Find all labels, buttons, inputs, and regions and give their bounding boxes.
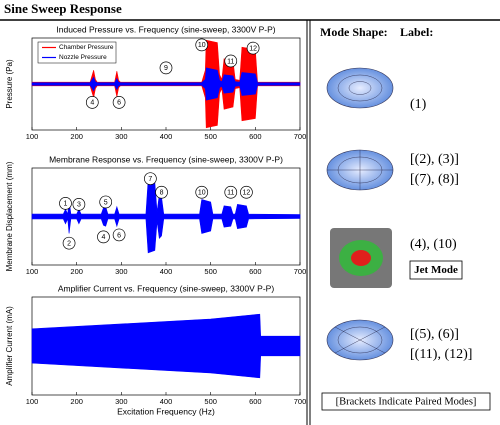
mode-label: [(2), (3)] [410, 152, 459, 167]
annotation-circle [240, 185, 253, 199]
mode-label: (1) [410, 97, 427, 112]
x-tick-label: 100 [26, 397, 39, 406]
annotation-circle [195, 185, 209, 199]
legend-label: Chamber Pressure [59, 44, 114, 51]
page-title: Sine Sweep Response [4, 1, 122, 16]
annotation-label: 8 [160, 190, 164, 197]
annotation-circle [224, 54, 238, 68]
mode-disc [326, 149, 394, 191]
mode-jet [330, 228, 392, 288]
x-tick-label: 600 [249, 267, 262, 276]
chart-title: Amplifier Current vs. Frequency (sine-sw… [58, 283, 275, 293]
annotation-label: 10 [198, 42, 206, 49]
annotation-circle [224, 185, 238, 199]
signal-envelope [31, 179, 301, 254]
annotation-label: 11 [227, 190, 234, 197]
mode-disc [326, 67, 394, 109]
x-tick-label: 700 [294, 132, 307, 141]
annotation-circle [72, 198, 86, 211]
x-tick-label: 300 [115, 267, 128, 276]
annotation-label: 12 [249, 45, 257, 52]
annotation-circle [144, 172, 157, 186]
x-tick-label: 300 [115, 132, 128, 141]
x-tick-label: 400 [160, 397, 173, 406]
mode-label: [(5), (6)] [410, 327, 459, 342]
x-tick-label: 200 [70, 267, 83, 276]
x-tick-label: 400 [160, 267, 173, 276]
x-tick-label: 500 [204, 132, 217, 141]
x-tick-label: 600 [249, 132, 262, 141]
x-tick-label: 400 [160, 132, 173, 141]
annotation-label: 10 [198, 190, 206, 197]
legend-label: Nozzle Pressure [59, 54, 107, 61]
x-tick-label: 100 [26, 132, 39, 141]
annotation-label: 9 [164, 65, 168, 72]
annotation-label: 12 [243, 190, 251, 197]
x-tick-label: 500 [204, 397, 217, 406]
annotation-label: 5 [104, 199, 108, 206]
tag-label: Jet Mode [414, 264, 458, 276]
footnote-box [321, 392, 491, 411]
annotation-circle [99, 195, 113, 209]
annotation-circle [97, 230, 110, 244]
annotation-label: 4 [90, 100, 94, 107]
annotation-circle [59, 197, 72, 210]
x-tick-label: 300 [115, 397, 128, 406]
x-tick-label: 200 [70, 397, 83, 406]
annotation-circle [159, 61, 173, 75]
panel-header: Mode Shape: [320, 25, 388, 39]
mode-label: (4), (10) [410, 237, 457, 252]
annotation-label: 3 [77, 202, 81, 209]
tag-box [409, 260, 463, 280]
signal-envelope [31, 67, 301, 101]
mode-label: [(7), (8)] [410, 172, 459, 187]
annotation-circle [155, 185, 168, 199]
annotation-circle [246, 41, 260, 55]
annotation-circle [195, 38, 209, 52]
mode-label: [(11), (12)] [410, 347, 472, 362]
legend-box [37, 41, 117, 64]
chart-title: Membrane Response vs. Frequency (sine-sw… [49, 154, 283, 164]
annotation-circle [112, 228, 126, 242]
annotation-label: 2 [67, 241, 71, 248]
annotation-label: 1 [64, 201, 68, 208]
y-axis-label: Amplifier Current (mA) [5, 306, 14, 386]
mode-shapes [326, 67, 394, 361]
x-tick-label: 200 [70, 132, 83, 141]
x-tick-label: 700 [294, 397, 307, 406]
panel-header: Label: [400, 25, 433, 39]
signal-envelope [31, 313, 301, 379]
x-tick-label: 600 [249, 397, 262, 406]
x-tick-label: 500 [204, 267, 217, 276]
annotation-label: 11 [227, 58, 234, 65]
y-axis-label: Pressure (Pa) [5, 59, 14, 109]
annotation-circle [112, 96, 126, 109]
x-tick-label: 100 [26, 267, 39, 276]
annotation-circle [62, 236, 76, 250]
annotation-label: 7 [148, 176, 152, 183]
annotation-label: 4 [102, 234, 106, 241]
chart-title: Induced Pressure vs. Frequency (sine-swe… [56, 24, 275, 34]
y-axis-label: Membrane Displacement (mm) [5, 161, 14, 271]
annotation-label: 6 [117, 100, 121, 107]
annotation-circle [85, 96, 99, 109]
x-tick-label: 700 [294, 267, 307, 276]
footnote: [Brackets Indicate Paired Modes] [336, 396, 477, 407]
mode-disc [326, 319, 394, 361]
x-axis-label: Excitation Frequency (Hz) [117, 406, 215, 416]
annotation-label: 6 [117, 232, 121, 239]
